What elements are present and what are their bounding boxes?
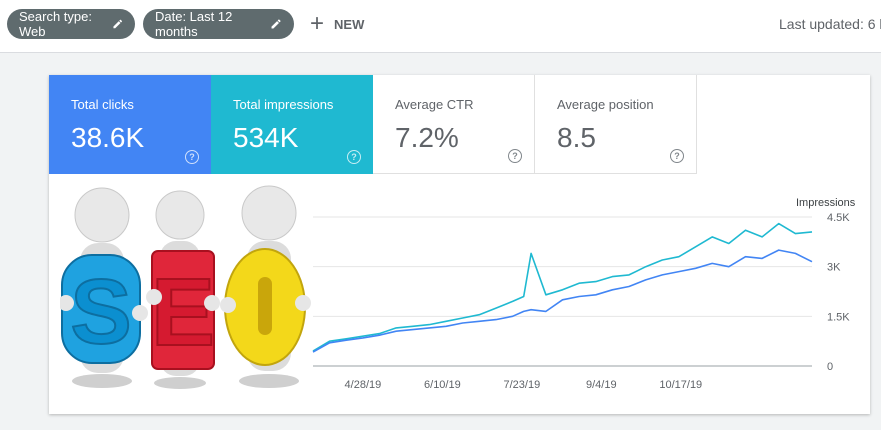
figure-hand xyxy=(204,295,220,311)
search-type-filter-chip[interactable]: Search type: Web xyxy=(7,9,135,39)
seo-figures-illustration: S E xyxy=(60,185,311,389)
figure-feet xyxy=(154,377,206,389)
figure-hand xyxy=(146,289,162,305)
edit-icon xyxy=(271,19,281,29)
help-icon[interactable]: ? xyxy=(508,149,522,163)
date-filter-label: Date: Last 12 months xyxy=(155,9,233,39)
help-icon[interactable]: ? xyxy=(185,150,199,164)
metric-label: Total clicks xyxy=(71,97,134,112)
plus-icon: + xyxy=(310,10,325,37)
edit-icon xyxy=(112,19,122,29)
metric-average-position[interactable]: Average position 8.5 ? xyxy=(535,75,697,174)
letter-o-hole xyxy=(258,277,272,335)
help-icon[interactable]: ? xyxy=(347,150,361,164)
metric-label: Average CTR xyxy=(395,97,474,112)
letter-e: E xyxy=(151,259,215,366)
metric-total-clicks[interactable]: Total clicks 38.6K ? xyxy=(49,75,211,174)
metric-label: Average position xyxy=(557,97,654,112)
figure-feet xyxy=(239,374,299,388)
new-filter-label: NEW xyxy=(334,16,365,32)
help-icon[interactable]: ? xyxy=(670,149,684,163)
figure-head xyxy=(74,187,130,243)
figure-head xyxy=(241,185,297,241)
metric-label: Total impressions xyxy=(233,97,334,112)
filter-bar: Search type: Web Date: Last 12 months + … xyxy=(0,0,881,53)
figure-feet xyxy=(72,374,132,388)
metric-value: 38.6K xyxy=(71,122,145,153)
metric-value: 534K xyxy=(233,122,299,153)
search-type-filter-label: Search type: Web xyxy=(19,9,92,39)
figure-hand xyxy=(132,305,148,321)
new-filter-button[interactable]: + NEW xyxy=(310,12,364,36)
metric-total-impressions[interactable]: Total impressions 534K ? xyxy=(211,75,373,174)
date-filter-chip[interactable]: Date: Last 12 months xyxy=(143,9,294,39)
last-updated-text: Last updated: 6 h xyxy=(779,16,881,32)
metric-value: 8.5 xyxy=(557,122,596,153)
metric-value: 7.2% xyxy=(395,122,459,153)
metric-average-ctr[interactable]: Average CTR 7.2% ? xyxy=(373,75,535,174)
figure-hand xyxy=(220,297,236,313)
figure-head xyxy=(155,190,205,240)
letter-s: S xyxy=(70,261,131,363)
figure-hand xyxy=(295,295,311,311)
figure-hand xyxy=(60,295,74,311)
